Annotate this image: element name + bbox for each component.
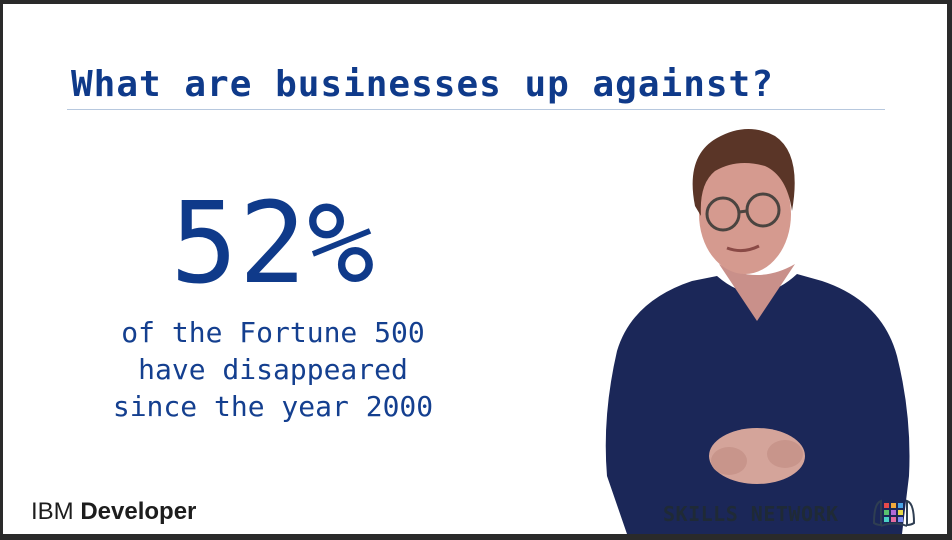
stat-value: 52% <box>170 179 376 309</box>
stat-description: of the Fortune 500 have disappeared sinc… <box>63 314 483 425</box>
stat-block: 52% of the Fortune 500 have disappeared … <box>63 184 483 425</box>
skills-network-label: SKILLS NETWORK <box>663 502 839 526</box>
presenter-face <box>699 154 791 274</box>
stat-line-1: of the Fortune 500 <box>121 316 425 349</box>
presenter-figure <box>605 128 910 534</box>
presenter-glasses <box>705 192 781 232</box>
ibm-developer-logo: IBM Developer <box>31 498 196 526</box>
slide-title: What are businesses up against? <box>71 64 774 105</box>
developer-label: Developer <box>80 498 197 525</box>
ibm-label: IBM <box>31 498 74 525</box>
stat-line-3: since the year 2000 <box>112 390 434 423</box>
title-divider <box>67 109 885 110</box>
slide-frame: What are businesses up against? 52% of t… <box>3 4 947 534</box>
presenter-hair <box>692 128 795 216</box>
stat-line-2: have disappeared <box>138 353 408 386</box>
presenter-sweater <box>605 274 910 534</box>
skills-network-logo-icon <box>872 499 916 527</box>
presenter-neck <box>719 264 795 321</box>
